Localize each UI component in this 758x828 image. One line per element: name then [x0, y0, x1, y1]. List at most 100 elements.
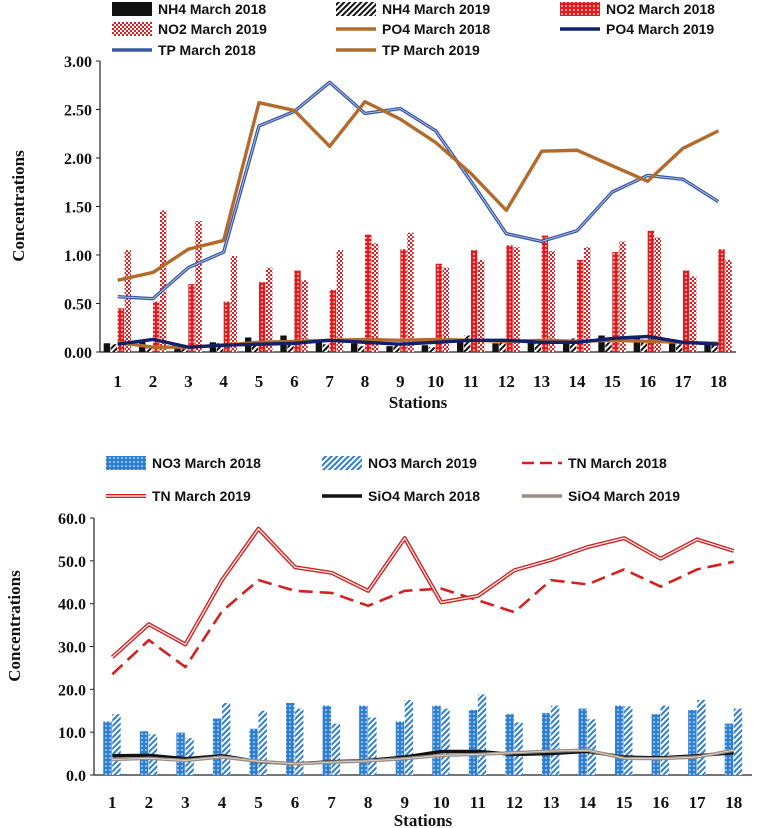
bottom-legend: NO3 March 2018 NO3 March 2019 TN March 201…: [106, 455, 680, 504]
chart-top: NH4 March 2018 NH4 March 2019 NO2 March 20…: [9, 1, 736, 412]
bar-no2-march-2019: [160, 210, 167, 352]
bar-no2-march-2019: [407, 232, 414, 352]
x-tick-label: 11: [470, 793, 486, 812]
bar-nh4-march-2019: [464, 335, 471, 352]
bar-nh4-march-2018: [174, 346, 181, 352]
bar-no2-march-2018: [117, 308, 125, 352]
bar-nh4-march-2019: [640, 342, 648, 352]
legend-nh4-march-2019-swatch: [336, 2, 376, 16]
bar-nh4-march-2019: [393, 344, 400, 352]
bar-no3-march-2019: [368, 717, 377, 775]
x-tick-label: 9: [396, 372, 405, 391]
bar-no3-march-2018: [541, 712, 551, 775]
x-tick-label: 8: [361, 372, 370, 391]
bar-no2-march-2018: [435, 263, 443, 352]
x-tick-label: 4: [219, 372, 228, 391]
bar-no3-march-2019: [185, 738, 194, 775]
bar-no3-march-2018: [103, 721, 112, 775]
bar-no2-march-2018: [259, 282, 266, 352]
y-tick-label: 2.00: [64, 151, 92, 168]
bar-no3-march-2019: [624, 706, 633, 775]
bar-no2-march-2018: [612, 252, 619, 352]
bar-no2-march-2018: [647, 230, 655, 352]
bar-no3-march-2018: [395, 721, 405, 775]
bottom-bars: [103, 694, 743, 775]
bar-nh4-march-2018: [421, 345, 429, 352]
x-tick-label: 11: [463, 372, 479, 391]
x-tick-label: 15: [616, 793, 633, 812]
x-tick-label: 18: [710, 372, 727, 391]
bar-nh4-march-2019: [534, 343, 542, 352]
legend-nh4-march-2018-swatch: [112, 2, 152, 16]
bar-no2-march-2018: [683, 270, 690, 352]
y-tick-label: 1.50: [64, 200, 92, 217]
top-bars: [103, 210, 732, 352]
x-tick-label: 16: [639, 372, 656, 391]
x-tick-label: 1: [108, 793, 117, 812]
legend-no2-march-2019-swatch: [112, 22, 152, 36]
line-tp-march-2018: [117, 80, 720, 301]
bar-no2-march-2018: [541, 235, 549, 352]
bar-no2-march-2019: [301, 280, 308, 352]
x-tick-label: 13: [542, 793, 559, 812]
x-tick-label: 2: [149, 372, 158, 391]
y-tick-label: 0.00: [64, 345, 92, 362]
bar-nh4-march-2018: [633, 338, 641, 352]
bar-nh4-march-2019: [570, 338, 577, 352]
y-axis-title: Concentrations: [5, 570, 24, 682]
line-tn-march-2019-inner: [111, 528, 734, 658]
bar-no3-march-2018: [688, 709, 697, 775]
bar-no3-march-2018: [468, 709, 478, 775]
x-tick-label: 7: [325, 372, 334, 391]
bar-no2-march-2019: [266, 267, 273, 352]
x-tick-label: 5: [255, 372, 264, 391]
y-tick-label: 2.50: [64, 103, 92, 120]
bar-no2-march-2019: [230, 255, 238, 352]
bar-nh4-march-2019: [322, 344, 330, 352]
legend-tp-march-2018-label: TP March 2018: [158, 42, 256, 58]
bar-no2-march-2018: [223, 301, 231, 352]
bar-no3-march-2019: [697, 700, 706, 775]
legend-tn-march-2018-label: TN March 2018: [568, 455, 667, 471]
x-tick-label: 5: [254, 793, 263, 812]
x-tick-label: 2: [145, 793, 154, 812]
bar-nh4-march-2019: [287, 342, 294, 352]
x-tick-label: 3: [181, 793, 190, 812]
y-tick-label: 10.0: [58, 725, 86, 742]
bar-no3-march-2019: [331, 723, 341, 775]
y-tick-label: 20.0: [58, 682, 86, 699]
bar-nh4-march-2019: [110, 344, 118, 352]
bar-nh4-march-2018: [527, 340, 535, 352]
legend-no2-march-2018-label: NO2 March 2018: [606, 1, 715, 17]
bar-no3-march-2019: [221, 703, 231, 775]
bar-no3-march-2019: [295, 708, 304, 775]
legend-no3-march-2019-label: NO3 March 2019: [368, 455, 477, 471]
bar-no3-march-2019: [660, 705, 670, 775]
bar-nh4-march-2019: [216, 343, 224, 352]
bar-nh4-march-2019: [428, 347, 436, 352]
bar-no3-march-2019: [441, 708, 450, 775]
bar-no3-march-2018: [322, 705, 332, 775]
x-tick-label: 10: [433, 793, 450, 812]
bar-no2-march-2018: [471, 250, 478, 352]
x-tick-label: 14: [569, 372, 587, 391]
bar-no2-march-2019: [336, 250, 344, 352]
bar-no2-march-2019: [124, 250, 132, 352]
legend-no3-march-2018-label: NO3 March 2018: [152, 455, 261, 471]
bar-no2-march-2018: [506, 245, 513, 352]
bar-no2-march-2019: [195, 221, 202, 352]
bar-no3-march-2018: [286, 703, 295, 775]
line-tn-march-2018: [111, 560, 734, 676]
legend-sio4-march-2018-label: SiO4 March 2018: [368, 488, 480, 504]
bar-no2-march-2019: [372, 243, 379, 352]
bar-no2-march-2019: [513, 247, 520, 352]
bar-nh4-march-2018: [598, 335, 605, 352]
legend-no3-march-2019-swatch: [322, 456, 362, 470]
bar-no3-march-2018: [615, 705, 624, 775]
y-tick-label: 1.00: [64, 248, 92, 265]
bar-no2-march-2018: [577, 259, 584, 352]
y-axis-title: Concentrations: [9, 150, 28, 262]
line-po4-march-2019: [117, 334, 719, 349]
bar-nh4-march-2018: [563, 343, 570, 352]
x-tick-label: 4: [218, 793, 227, 812]
